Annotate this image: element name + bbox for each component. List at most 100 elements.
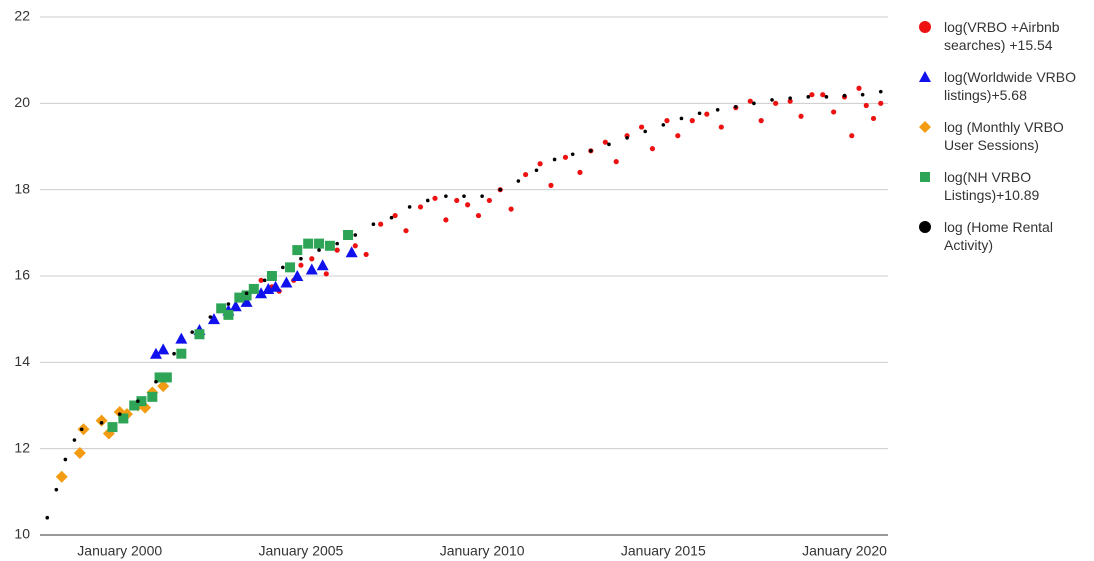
- point: [285, 262, 296, 273]
- x-tick-label: January 2020: [802, 543, 887, 559]
- legend-label: log (Monthly VRBO User Sessions): [944, 119, 1064, 153]
- point: [118, 413, 129, 424]
- point: [305, 263, 318, 275]
- point: [824, 95, 829, 99]
- point: [752, 101, 756, 106]
- point: [878, 89, 883, 94]
- point: [570, 152, 575, 157]
- point: [345, 246, 358, 258]
- point: [149, 347, 162, 359]
- point: [208, 315, 213, 319]
- point: [262, 278, 267, 283]
- point: [248, 283, 259, 294]
- point: [798, 113, 804, 119]
- point: [770, 98, 774, 102]
- point: [697, 111, 702, 116]
- point: [72, 438, 77, 442]
- legend-label: log(NH VRBO Listings)+10.89: [944, 169, 1040, 203]
- point: [475, 212, 482, 219]
- point: [136, 396, 147, 407]
- point: [190, 330, 195, 334]
- y-tick-label: 12: [14, 439, 30, 455]
- point: [856, 85, 862, 91]
- point: [462, 194, 466, 198]
- point: [316, 259, 329, 271]
- point: [63, 457, 68, 462]
- point: [747, 98, 753, 104]
- point: [176, 348, 187, 359]
- point: [432, 195, 438, 201]
- point: [269, 280, 282, 292]
- legend-marker: [919, 221, 931, 233]
- point: [95, 414, 108, 427]
- point: [548, 182, 554, 188]
- point: [314, 238, 325, 249]
- point: [679, 116, 684, 121]
- point: [661, 123, 666, 127]
- point: [378, 221, 384, 227]
- point: [154, 372, 165, 383]
- y-tick-label: 10: [14, 526, 30, 542]
- point: [154, 379, 158, 384]
- x-tick-label: January 2015: [621, 543, 706, 559]
- point: [809, 92, 815, 98]
- point: [226, 302, 231, 306]
- point: [444, 194, 448, 198]
- point: [863, 102, 869, 109]
- point: [552, 157, 557, 162]
- legend-marker: [919, 121, 931, 133]
- point: [216, 303, 227, 314]
- point: [371, 222, 376, 226]
- point: [298, 262, 304, 268]
- point: [234, 292, 245, 303]
- point: [389, 215, 394, 220]
- point: [613, 159, 619, 165]
- point: [99, 420, 104, 425]
- point: [323, 271, 329, 277]
- point: [407, 205, 412, 209]
- point: [733, 104, 738, 109]
- point: [353, 233, 358, 237]
- point: [292, 245, 303, 256]
- legend-label: log(VRBO +Airbnb searches) +15.54: [944, 19, 1060, 53]
- point: [280, 276, 293, 288]
- legend-marker: [920, 172, 930, 182]
- point: [465, 202, 471, 208]
- point: [602, 139, 608, 145]
- point: [303, 238, 314, 249]
- point: [281, 265, 285, 270]
- point: [498, 187, 503, 192]
- point: [343, 229, 354, 240]
- point: [241, 290, 252, 301]
- point: [486, 197, 492, 204]
- point: [172, 351, 176, 356]
- y-tick-label: 14: [14, 353, 30, 369]
- point: [516, 179, 521, 183]
- point: [335, 241, 339, 246]
- point: [291, 270, 304, 281]
- point: [534, 168, 539, 173]
- point: [664, 118, 670, 124]
- point: [849, 133, 855, 139]
- point: [334, 247, 340, 253]
- point: [352, 243, 358, 249]
- point: [643, 129, 647, 134]
- point: [117, 412, 122, 416]
- point: [806, 95, 811, 99]
- point: [175, 332, 188, 344]
- point: [255, 287, 268, 299]
- point: [147, 391, 158, 402]
- point: [244, 291, 249, 296]
- point: [77, 423, 90, 436]
- y-tick-label: 22: [14, 8, 30, 24]
- point: [161, 372, 172, 383]
- point: [773, 100, 779, 106]
- point: [363, 251, 369, 258]
- point: [480, 194, 484, 198]
- point: [324, 240, 335, 251]
- legend-marker: [919, 71, 931, 82]
- point: [266, 271, 277, 281]
- point: [878, 100, 884, 106]
